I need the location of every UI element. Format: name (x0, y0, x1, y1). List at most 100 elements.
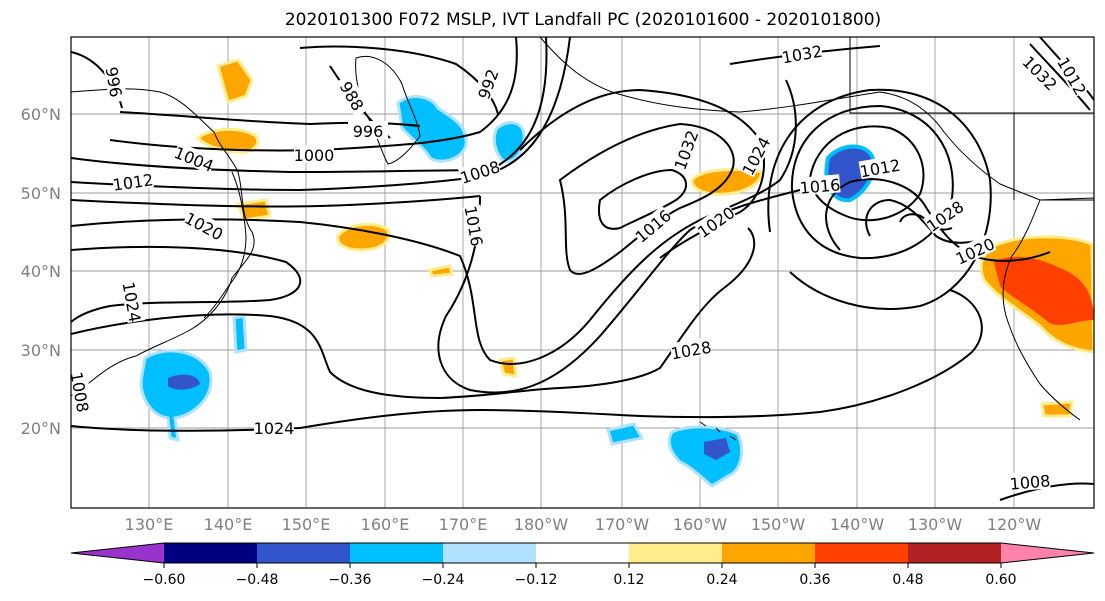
coastline-north-america (1002, 199, 1081, 421)
isobar-1008-south (71, 227, 756, 400)
contour-label-background (1055, 53, 1091, 98)
ivt-negative-core (704, 438, 730, 460)
lat-label: 30°N (21, 341, 61, 360)
colorbar-tick-label: 0.36 (799, 572, 830, 588)
contour-label: 1000 (294, 146, 335, 165)
contour-label-background (172, 142, 217, 174)
colorbar-swatch (815, 543, 909, 563)
contour-label-background (952, 233, 997, 267)
contour-label-background (348, 121, 388, 139)
contour-label-background (182, 207, 227, 243)
ivt-positive-area (216, 58, 254, 104)
contour-label: 1016 (799, 175, 841, 197)
contour-label-background (799, 174, 841, 196)
isobar-1024 (71, 245, 302, 323)
lat-label: 20°N (21, 419, 61, 438)
lat-label: 60°N (21, 105, 61, 124)
ivt-negative-area (396, 95, 468, 163)
latitude-labels: 60°N 50°N 40°N 30°N 20°N (21, 105, 61, 438)
contour-label-background (294, 145, 334, 163)
isobar-1020-ridge (71, 79, 797, 365)
lon-label: 150°W (751, 515, 806, 534)
contour-label-background (71, 370, 94, 414)
isobar-1016-ridge (437, 189, 801, 394)
lon-label: 140°E (204, 515, 253, 534)
contour-label-background (102, 60, 128, 104)
isobar-1032 (558, 122, 735, 275)
isobar-1012-low (808, 125, 925, 222)
colorbar-tick-label: −0.12 (515, 572, 558, 588)
coastline-alaska (539, 37, 1094, 201)
isobar-1036 (598, 168, 687, 230)
lon-label: 170°E (439, 515, 488, 534)
contour-label-background (471, 61, 503, 106)
isobar-1000 (109, 37, 518, 152)
figure-title: 2020101300 F072 MSLP, IVT Landfall PC (2… (285, 10, 881, 30)
lon-label: 160°W (673, 515, 728, 534)
colorbar-tick-label: 0.24 (706, 572, 737, 588)
lon-label: 140°W (830, 515, 885, 534)
contour-label-background (693, 202, 737, 241)
contour-label-background (335, 73, 371, 118)
contour-label-background (1020, 51, 1062, 93)
colorbar: −0.60 −0.48 −0.36 −0.24 −0.12 0.12 0.24 0.36 0.4… (70, 542, 1095, 588)
longitude-labels: 130°E 140°E 150°E 160°E 170°E 180°W 170°… (125, 515, 1042, 534)
contour-label: 1024 (254, 419, 295, 438)
map-frame (70, 36, 1095, 509)
colorbar-swatches (70, 542, 1095, 564)
colorbar-swatch (629, 543, 723, 563)
ivt-positive-area (1040, 400, 1074, 418)
state-box (849, 37, 1094, 114)
ivt-negative-area (606, 422, 645, 446)
colorbar-swatch (1001, 543, 1094, 563)
colorbar-swatch (722, 543, 816, 563)
colorbar-swatch (536, 543, 630, 563)
coastline-asia (71, 88, 255, 397)
isobar-1012 (71, 195, 481, 208)
isobar-1008 (71, 37, 571, 192)
contour-label-background (922, 196, 966, 235)
isobar-1004 (71, 37, 548, 174)
contour-label-background (111, 169, 154, 193)
contour-label-background (462, 204, 488, 248)
contour-label-background (457, 156, 502, 186)
ivt-negative-area (492, 121, 526, 163)
lon-label: 120°W (987, 515, 1042, 534)
lon-label: 130°E (125, 515, 174, 534)
isobar-1020-ring (767, 88, 992, 310)
ivt-shading (139, 58, 1094, 488)
contour-label-background (669, 127, 701, 172)
colorbar-tick-label: −0.48 (236, 572, 279, 588)
lat-label: 50°N (21, 184, 61, 203)
contour-label: 996 (353, 122, 384, 141)
lon-label: 130°W (908, 515, 963, 534)
isobar-1020-north (1029, 43, 1091, 111)
ivt-positive-area (428, 264, 454, 278)
colorbar-tick-label: −0.24 (422, 572, 465, 588)
contour-label-background (737, 133, 773, 178)
ivt-positive-core (994, 256, 1094, 326)
contour-label-background (858, 154, 902, 180)
isobar-1008-east (999, 482, 1094, 501)
colorbar-swatch (71, 543, 164, 563)
isobar-1024-high (825, 178, 1051, 262)
colorbar-swatch (350, 543, 444, 563)
ivt-positive-area (498, 356, 518, 378)
colorbar-tick-label: 0.48 (892, 572, 923, 588)
lon-label: 170°W (595, 515, 650, 534)
ivt-negative-area (139, 349, 213, 442)
ivt-positive-area (336, 222, 391, 252)
contour-label-background (1009, 470, 1051, 492)
ivt-negative-core (168, 374, 200, 390)
contour-label: 1008 (1009, 471, 1051, 493)
colorbar-tick-label: −0.36 (329, 572, 372, 588)
contour-label-background (780, 40, 824, 66)
contour-label-background (669, 336, 713, 362)
coastline-hawaii (699, 421, 737, 441)
lon-label: 160°E (361, 515, 410, 534)
colorbar-tick-label: 0.12 (613, 572, 644, 588)
ivt-negative-area (232, 314, 248, 354)
map-panel: 996 988 9921032101610201024996100010041012… (70, 36, 1095, 509)
colorbar-tick-label: −0.60 (143, 572, 186, 588)
